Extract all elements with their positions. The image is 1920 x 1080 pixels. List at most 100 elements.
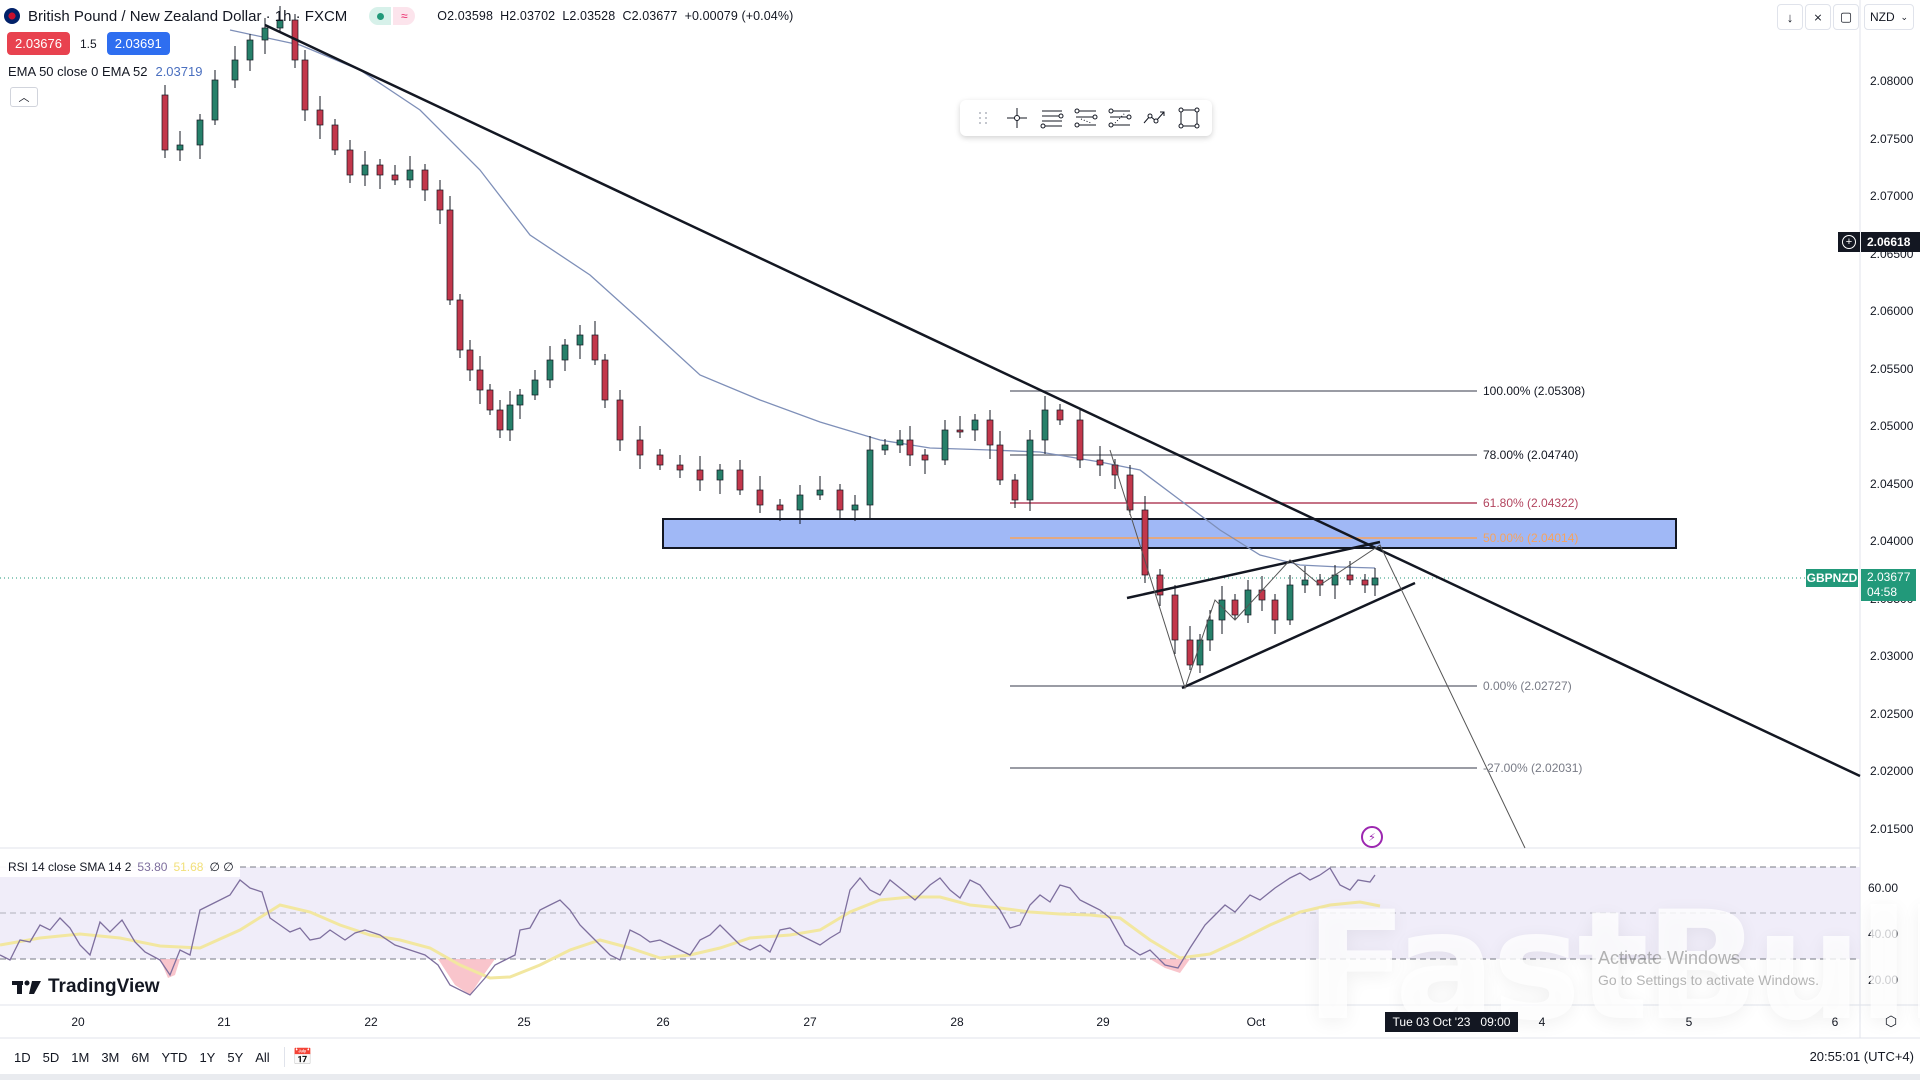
buy-button[interactable]: 2.03691 xyxy=(106,32,170,55)
tradingview-logo-icon xyxy=(12,980,41,994)
rsi-tick-40: 40.00 xyxy=(1868,927,1899,941)
collapse-vertical-icon: ⨯ xyxy=(1813,11,1823,24)
fibonacci-levels[interactable] xyxy=(1010,390,1477,769)
divider xyxy=(283,1047,285,1067)
lightning-alert-icon[interactable]: ⚡ xyxy=(1361,826,1383,848)
clock-display[interactable]: 20:55:01 (UTC+4) xyxy=(1809,1049,1914,1064)
rsi-value: 53.80 xyxy=(137,860,168,874)
plus-circle-icon: + xyxy=(1842,235,1856,249)
fib-label-78: 78.00% (2.04740) xyxy=(1483,448,1579,462)
change-value: +0.00079 (+0.04%) xyxy=(684,9,794,23)
activate-windows-subtitle: Go to Settings to activate Windows. xyxy=(1598,972,1819,988)
fib-label-50: 50.00% (2.04014) xyxy=(1483,531,1579,545)
add-alert-button[interactable]: + xyxy=(1838,232,1860,252)
rsi-extra: ∅ ∅ xyxy=(209,860,234,874)
arrow-down-icon: ↓ xyxy=(1786,9,1794,25)
range-1m[interactable]: 1M xyxy=(71,1049,90,1065)
currency-value: NZD xyxy=(1870,10,1895,24)
time-tick: 22 xyxy=(364,1015,378,1029)
crosshair-time-label: Tue 03 Oct '23 09:00 xyxy=(1385,1012,1518,1032)
time-tick: 6 xyxy=(1831,1015,1839,1029)
rsi-legend-label: RSI 14 close SMA 14 2 xyxy=(8,860,132,874)
drag-handle-icon[interactable] xyxy=(970,105,996,131)
price-tick: 2.06000 xyxy=(1870,304,1914,318)
price-tick: 2.02000 xyxy=(1870,764,1914,778)
price-tick: 2.05000 xyxy=(1870,419,1914,433)
tradingview-logo-text: TradingView xyxy=(48,976,160,997)
trade-buttons: 2.03676 1.5 2.03691 xyxy=(7,32,170,55)
fib-extension-icon[interactable] xyxy=(1107,105,1133,131)
fib-label-618: 61.80% (2.04322) xyxy=(1483,496,1579,510)
crosshair-icon[interactable] xyxy=(1004,105,1030,131)
time-tick: 25 xyxy=(517,1015,531,1029)
collapse-legend-button[interactable]: ︿ xyxy=(10,87,38,107)
range-5y[interactable]: 5Y xyxy=(227,1049,244,1065)
support-zone xyxy=(662,518,1677,549)
range-6m[interactable]: 6M xyxy=(131,1049,150,1065)
price-tick: 2.03000 xyxy=(1870,649,1914,663)
chart-settings-button[interactable]: ⬡ xyxy=(1882,1012,1900,1030)
low-value: L2.03528 xyxy=(562,9,616,23)
price-tick: 2.08000 xyxy=(1870,74,1914,88)
ema-line xyxy=(229,29,1376,569)
rsi-tick-60: 60.00 xyxy=(1868,881,1899,895)
high-value: H2.03702 xyxy=(500,9,556,23)
close-value: C2.03677 xyxy=(622,9,678,23)
range-ytd[interactable]: YTD xyxy=(161,1049,188,1065)
price-tick: 2.07500 xyxy=(1870,131,1914,146)
bottom-edge xyxy=(0,1074,1920,1080)
fullscreen-icon: ▢ xyxy=(1839,9,1853,24)
bar-countdown: 04:58 xyxy=(1867,585,1898,599)
range-1d[interactable]: 1D xyxy=(14,1049,31,1065)
time-tick: Oct xyxy=(1246,1015,1266,1029)
price-tick: 2.07000 xyxy=(1870,189,1914,203)
time-tick: 20 xyxy=(71,1015,85,1029)
rectangle-icon[interactable] xyxy=(1176,105,1202,131)
currency-select[interactable]: NZD ⌄ xyxy=(1864,4,1914,30)
ema-legend-label: EMA 50 close 0 EMA 52 xyxy=(8,64,148,79)
delayed-data-icon: ≈ xyxy=(393,7,416,25)
symbol-title[interactable]: British Pound / New Zealand Dollar · 1h … xyxy=(28,7,348,25)
fullscreen-button[interactable]: ▢ xyxy=(1833,4,1859,30)
chevron-down-icon: ⌄ xyxy=(1900,11,1908,22)
price-tick: 2.01500 xyxy=(1870,821,1914,836)
symbol-legend[interactable]: British Pound / New Zealand Dollar · 1h … xyxy=(4,7,793,25)
activate-windows-title: Activate Windows xyxy=(1598,948,1741,968)
tradingview-logo[interactable]: TradingView xyxy=(12,976,160,998)
rsi-pane xyxy=(0,866,1860,996)
ema-legend-value: 2.03719 xyxy=(155,64,203,79)
scroll-to-latest-button[interactable]: ↓ xyxy=(1777,4,1803,30)
rsi-sma-value: 51.68 xyxy=(173,860,204,874)
price-tick: 2.04000 xyxy=(1870,534,1914,548)
collapse-vertical-button[interactable]: ⨯ xyxy=(1805,4,1831,30)
time-tick: 4 xyxy=(1538,1015,1546,1029)
drawing-lines[interactable] xyxy=(264,23,1861,849)
settings-hexagon-icon: ⬡ xyxy=(1884,1012,1898,1029)
horizontal-lines-icon[interactable] xyxy=(1039,105,1065,131)
sell-button[interactable]: 2.03676 xyxy=(7,32,70,55)
fib-label-100: 100.00% (2.05308) xyxy=(1483,384,1586,398)
price-tick: 2.04500 xyxy=(1870,476,1914,491)
flag-icon xyxy=(4,8,20,24)
chevron-up-icon: ︿ xyxy=(18,92,30,104)
ema-legend[interactable]: EMA 50 close 0 EMA 52 2.03719 xyxy=(8,64,202,79)
fib-retracement-icon[interactable] xyxy=(1073,105,1099,131)
time-tick: 21 xyxy=(217,1015,231,1029)
time-tick: 28 xyxy=(950,1015,964,1029)
trend-path-icon[interactable] xyxy=(1142,105,1168,131)
drawing-toolbar[interactable] xyxy=(960,100,1212,136)
range-selector: 1D 5D 1M 3M 6M YTD 1Y 5Y All 📅 xyxy=(8,1046,313,1068)
range-3m[interactable]: 3M xyxy=(101,1049,120,1065)
fib-label-0: 0.00% (2.02727) xyxy=(1483,679,1572,693)
last-price-value: 2.03677 xyxy=(1867,570,1911,584)
range-all[interactable]: All xyxy=(255,1049,270,1065)
open-value: O2.03598 xyxy=(437,9,494,23)
market-open-icon xyxy=(369,7,392,25)
rsi-legend[interactable]: RSI 14 close SMA 14 2 53.80 51.68 ∅ ∅ xyxy=(0,857,240,877)
range-1y[interactable]: 1Y xyxy=(199,1049,216,1065)
range-5d[interactable]: 5D xyxy=(42,1049,60,1065)
spread-value: 1.5 xyxy=(80,36,97,51)
calendar-goto-icon[interactable]: 📅 xyxy=(292,1049,313,1066)
time-tick: 29 xyxy=(1096,1015,1110,1029)
